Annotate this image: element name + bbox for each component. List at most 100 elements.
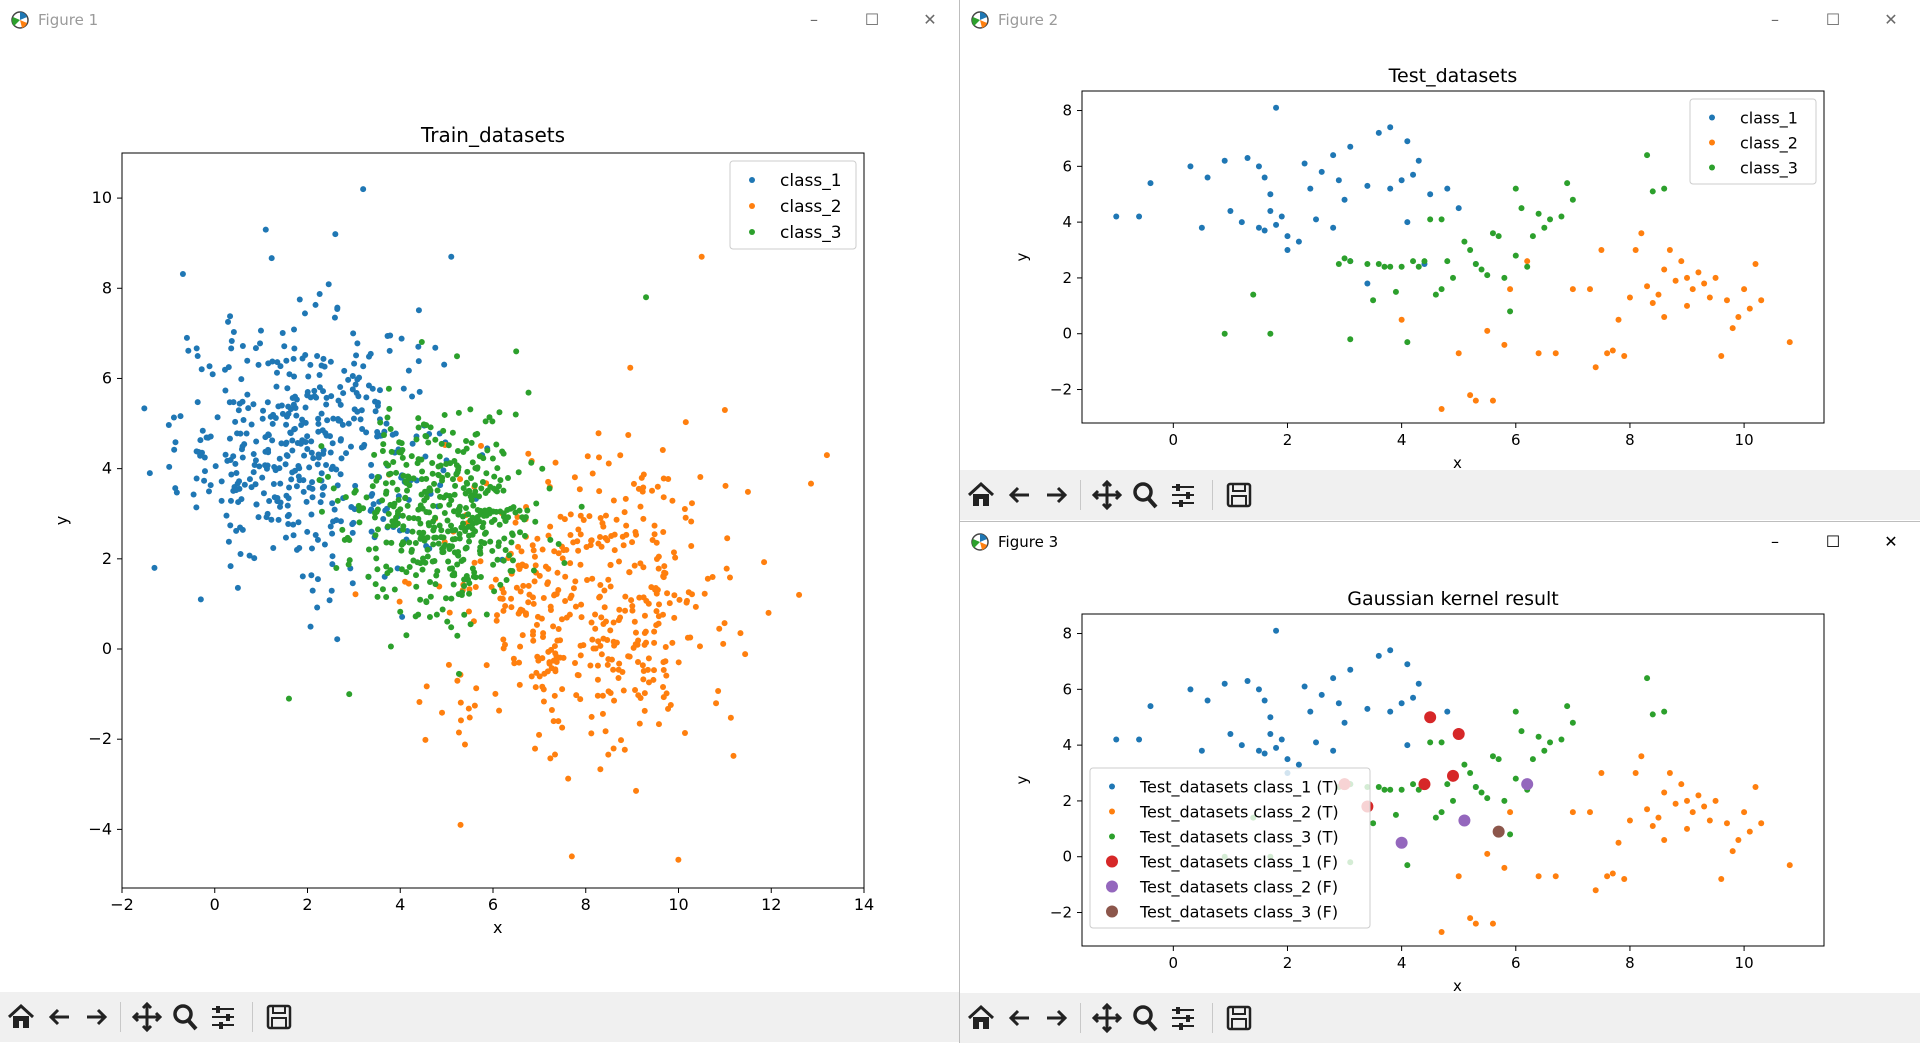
configure-subplots-button[interactable] (206, 1000, 240, 1034)
forward-button[interactable] (80, 1000, 114, 1034)
class_3-point (285, 695, 292, 702)
class_2-point (571, 474, 578, 481)
close-button[interactable]: ✕ (1884, 532, 1898, 551)
back-button[interactable] (42, 1000, 76, 1034)
class_3-point (374, 474, 381, 481)
class_1-point (325, 281, 332, 288)
class_2-point (632, 629, 639, 636)
legend-marker (1106, 905, 1118, 918)
class_2-point (520, 582, 527, 589)
figure-1-canvas[interactable]: Train_datasets −2 0 2 4 6 8 10 12 14 −4 −2 0 2 4 6 8 10 x y… (0, 40, 959, 992)
pan-button[interactable] (130, 1000, 164, 1034)
class_3-point (394, 510, 401, 517)
toolbar-separator (120, 1002, 121, 1032)
class_2-point (589, 470, 596, 477)
class_2-point (684, 634, 691, 641)
maximize-button[interactable]: ☐ (1825, 532, 1841, 551)
forward-button[interactable] (1040, 478, 1074, 512)
class_3-point (476, 493, 483, 500)
class_2-point (618, 737, 625, 744)
test-class_3-point (1644, 675, 1651, 682)
test-class_2-point (1467, 915, 1474, 922)
class_3-point (474, 513, 481, 520)
close-button[interactable]: ✕ (923, 10, 937, 29)
test-class_3-point (1649, 711, 1656, 718)
minimize-button[interactable]: – (1771, 532, 1779, 551)
class_1-point (327, 523, 334, 530)
save-button[interactable] (1222, 1001, 1256, 1035)
class_2-point (1455, 350, 1462, 357)
home-button[interactable] (964, 1001, 998, 1035)
class_3-point (451, 491, 458, 498)
class_1-point (329, 553, 336, 560)
class_1-point (321, 541, 328, 548)
class_1-point (243, 430, 250, 437)
test-class_1-point (1284, 756, 1291, 763)
save-button[interactable] (1222, 478, 1256, 512)
class_3-point (356, 507, 363, 514)
forward-button[interactable] (1040, 1001, 1074, 1035)
class_1-point (253, 501, 260, 508)
figure-3-canvas[interactable]: Gaussian kernel result 0 2 4 6 8 10 −2 0 2 4 6 8 x y Te… (960, 562, 1920, 993)
class_3-point (507, 505, 514, 512)
minimize-button[interactable]: – (1771, 10, 1779, 29)
class_1-point (1410, 171, 1417, 178)
test-class_1-point (1404, 742, 1411, 749)
back-button[interactable] (1002, 1001, 1036, 1035)
class_3-point (409, 528, 416, 535)
class_3-point (440, 548, 447, 555)
figure-2-titlebar[interactable]: Figure 2 – ☐ ✕ (960, 0, 1920, 40)
class_1-point (386, 347, 393, 354)
class_1-point (1341, 196, 1348, 203)
home-button[interactable] (4, 1000, 38, 1034)
pan-button[interactable] (1090, 1001, 1124, 1035)
class_1-point (329, 500, 336, 507)
class_1-point (441, 361, 448, 368)
save-button[interactable] (262, 1000, 296, 1034)
class_2-point (620, 542, 627, 549)
class_3-point (380, 432, 387, 439)
class_2-point (519, 632, 526, 639)
class_2-point (635, 658, 642, 665)
class_2-point (522, 563, 529, 570)
class_2-point (445, 661, 452, 668)
class_1-point (227, 522, 234, 529)
home-button[interactable] (964, 478, 998, 512)
class_1-point (194, 353, 201, 360)
configure-subplots-button[interactable] (1166, 1001, 1200, 1035)
test-class_2-point (1729, 848, 1736, 855)
test-class_1-point (1335, 700, 1342, 707)
class_2-point (530, 637, 537, 644)
maximize-button[interactable]: ☐ (864, 10, 880, 29)
figure-2-canvas[interactable]: Test_datasets 0 2 4 6 8 10 −2 0 2 4 6 8 x y class_1 clas… (960, 40, 1920, 470)
class_1-point (225, 318, 232, 325)
class_1-point (359, 426, 366, 433)
class_3-point (456, 535, 463, 542)
class_2-point (457, 476, 464, 483)
zoom-icon (1133, 482, 1158, 509)
configure-subplots-icon (1172, 484, 1194, 507)
class_2-point (807, 480, 814, 487)
class_3-point (385, 510, 392, 517)
pan-button[interactable] (1090, 478, 1124, 512)
class_3-point (495, 543, 502, 550)
back-button[interactable] (1002, 478, 1036, 512)
class_3-point (418, 456, 425, 463)
class_1-point (1387, 185, 1394, 192)
class_3-point (1649, 188, 1656, 195)
figure-1-titlebar[interactable]: Figure 1 – ☐ ✕ (0, 0, 959, 40)
class_2-point (532, 745, 539, 752)
zoom-button[interactable] (1128, 1001, 1162, 1035)
close-button[interactable]: ✕ (1884, 10, 1898, 29)
figure-3-titlebar[interactable]: Figure 3 – ☐ ✕ (960, 522, 1920, 562)
class_3-point (1501, 274, 1508, 281)
class_2-point (529, 542, 536, 549)
configure-subplots-button[interactable] (1166, 478, 1200, 512)
class_1-point (274, 359, 281, 366)
zoom-button[interactable] (1128, 478, 1162, 512)
minimize-button[interactable]: – (810, 10, 818, 29)
class_1-point (289, 447, 296, 454)
zoom-button[interactable] (168, 1000, 202, 1034)
maximize-button[interactable]: ☐ (1825, 10, 1841, 29)
test-class_3-point (1370, 820, 1377, 827)
